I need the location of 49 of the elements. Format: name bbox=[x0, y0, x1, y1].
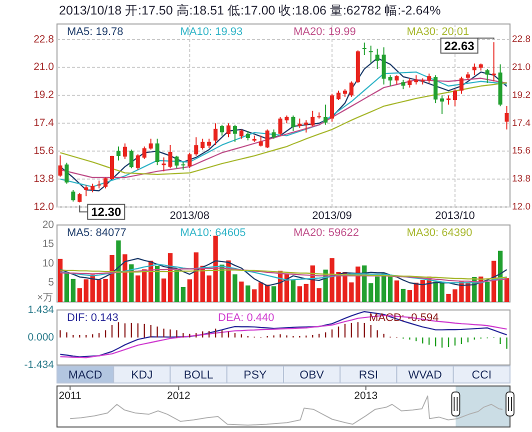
text: CCI bbox=[472, 370, 492, 382]
text: MA5: 19.78 bbox=[67, 26, 124, 38]
y2-tick-label: 17.4 bbox=[512, 118, 530, 129]
text: OBV bbox=[300, 370, 324, 382]
text: MA10: 64605 bbox=[180, 226, 246, 239]
y-tick-label: 15 bbox=[42, 238, 54, 250]
text: KDJ bbox=[131, 370, 153, 382]
y-tick-label: 17.4 bbox=[34, 117, 54, 130]
y-tick-label: -1.434 bbox=[24, 358, 54, 371]
y-tick-label: 15.6 bbox=[34, 144, 54, 157]
y-tick-label: 19.2 bbox=[34, 89, 54, 102]
y-tick-label: 12.0 bbox=[34, 200, 54, 213]
series-label: DIF: 0.143 bbox=[67, 312, 118, 324]
x-tick-label: 2013/10 bbox=[435, 210, 475, 222]
y-tick-label: 21.0 bbox=[34, 61, 54, 74]
y2-tick-label: 12.0 bbox=[512, 202, 530, 213]
y-tick-label: 5 bbox=[48, 276, 54, 289]
text: MA30: 64390 bbox=[406, 226, 472, 239]
y-tick-label: 0.000 bbox=[28, 331, 54, 344]
x-tick-label: 2012 bbox=[166, 390, 191, 402]
annotation: 22.63 bbox=[444, 38, 475, 53]
chart-title: 2013/10/18 开:17.50 高:18.51 低:17.00 收:18.06 量:62782 幅:-2.64% bbox=[59, 2, 441, 18]
text: WVAD bbox=[408, 370, 442, 382]
x-tick-label: 2013/08 bbox=[170, 210, 210, 222]
series-label: DEA: 0.440 bbox=[218, 312, 274, 324]
y2-tick-label: 15.6 bbox=[512, 146, 530, 157]
series-label: MA5: 84077 bbox=[67, 226, 126, 239]
y-tick-label: 20 bbox=[42, 218, 54, 231]
text: MA30: 20.01 bbox=[406, 26, 470, 38]
text: MA10: 19.93 bbox=[180, 26, 243, 38]
y2-tick-label: 22.8 bbox=[512, 34, 530, 46]
x-tick-label: 2013 bbox=[354, 390, 378, 402]
y2-tick-label: 19.2 bbox=[512, 90, 530, 101]
y-axis-title: ×万 bbox=[37, 292, 53, 304]
text: MA20: 19.99 bbox=[294, 26, 356, 38]
y-tick-label: 22.8 bbox=[34, 33, 54, 46]
y2-tick-label: 21.0 bbox=[512, 62, 530, 73]
y-tick-label: 1.434 bbox=[28, 304, 54, 316]
annotation: 12.30 bbox=[91, 205, 122, 220]
y-tick-label: 13.8 bbox=[34, 172, 54, 185]
text: MACD bbox=[68, 370, 102, 382]
text: RSI bbox=[358, 370, 378, 382]
text: MA20: 59622 bbox=[294, 226, 359, 239]
text: PSY bbox=[244, 370, 268, 382]
text: BOLL bbox=[184, 370, 214, 382]
x-tick-label: 2013/09 bbox=[312, 210, 352, 222]
y2-tick-label: 13.8 bbox=[512, 174, 530, 185]
y-tick-label: 10 bbox=[42, 257, 54, 270]
x-tick-label: 2011 bbox=[58, 390, 82, 402]
